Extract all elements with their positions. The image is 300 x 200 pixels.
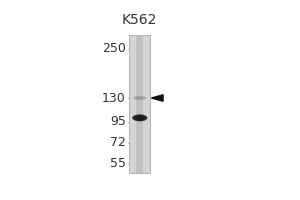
- Text: K562: K562: [122, 13, 158, 27]
- Ellipse shape: [133, 96, 145, 100]
- Ellipse shape: [134, 96, 146, 100]
- Text: 95: 95: [110, 115, 126, 128]
- Text: 72: 72: [110, 136, 126, 149]
- Bar: [129, 35, 150, 173]
- Ellipse shape: [136, 116, 143, 119]
- Text: 130: 130: [102, 92, 126, 105]
- Text: 55: 55: [110, 157, 126, 170]
- Ellipse shape: [134, 96, 146, 100]
- Ellipse shape: [134, 96, 146, 100]
- Polygon shape: [152, 95, 163, 101]
- Text: 250: 250: [102, 42, 126, 55]
- Ellipse shape: [134, 96, 146, 100]
- Ellipse shape: [134, 96, 146, 100]
- Ellipse shape: [132, 114, 147, 121]
- Ellipse shape: [138, 117, 142, 119]
- Ellipse shape: [134, 115, 145, 120]
- Bar: [136, 35, 143, 173]
